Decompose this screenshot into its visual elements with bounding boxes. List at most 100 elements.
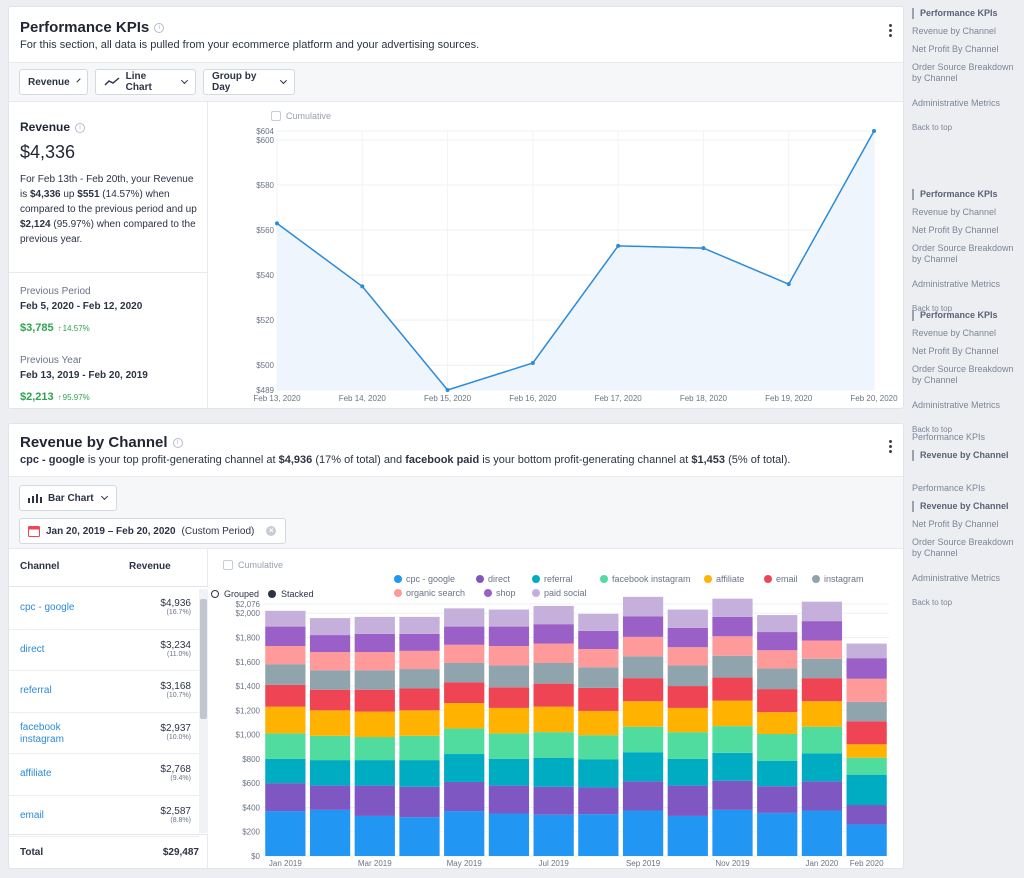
bar-segment[interactable]: [265, 783, 306, 812]
bar-segment[interactable]: [444, 608, 485, 627]
bar-segment[interactable]: [712, 677, 753, 701]
bar-segment[interactable]: [265, 811, 306, 856]
bar-segment[interactable]: [801, 678, 843, 702]
bar-segment[interactable]: [578, 710, 619, 736]
bar-segment[interactable]: [622, 781, 664, 811]
legend-item[interactable]: paid social: [532, 588, 587, 598]
side-nav-item[interactable]: Performance KPIs: [912, 432, 986, 442]
bar-segment[interactable]: [533, 624, 574, 644]
cumulative-checkbox[interactable]: [271, 111, 281, 121]
bar-segment[interactable]: [801, 753, 843, 782]
cumulative-toggle[interactable]: Cumulative: [223, 560, 283, 570]
bar-segment[interactable]: [444, 644, 485, 663]
bar-segment[interactable]: [488, 758, 530, 786]
bar-segment[interactable]: [846, 678, 887, 702]
bar-segment[interactable]: [667, 609, 708, 628]
bar-segment[interactable]: [399, 650, 440, 670]
bar-segment[interactable]: [667, 732, 708, 759]
table-row[interactable]: facebook instagram $2,937 (10.0%): [9, 713, 199, 754]
bar-segment[interactable]: [757, 786, 798, 813]
metric-dropdown[interactable]: Revenue: [19, 69, 88, 95]
bar-segment[interactable]: [309, 760, 351, 786]
bar-segment[interactable]: [667, 627, 708, 648]
table-row[interactable]: cpc - google $4,936 (16.7%): [9, 588, 199, 630]
side-nav-item[interactable]: Administrative Metrics: [912, 98, 1001, 108]
side-nav-item[interactable]: Performance KPIs: [912, 483, 986, 493]
side-nav-item[interactable]: Order Source Breakdown by Channel: [912, 62, 1014, 83]
bar-segment[interactable]: [846, 824, 887, 856]
side-nav-item[interactable]: Net Profit By Channel: [912, 44, 999, 54]
bar-segment[interactable]: [399, 735, 440, 761]
bar-segment[interactable]: [265, 664, 306, 685]
side-nav-item[interactable]: Order Source Breakdown by Channel: [912, 243, 1014, 264]
legend-item[interactable]: direct: [476, 574, 510, 584]
bar-segment[interactable]: [399, 616, 440, 634]
bar-segment[interactable]: [309, 809, 351, 856]
bar-segment[interactable]: [488, 733, 530, 759]
date-range-picker[interactable]: Jan 20, 2019 – Feb 20, 2020 (Custom Peri…: [19, 518, 286, 544]
scrollbar-thumb[interactable]: [200, 599, 207, 719]
bar-segment[interactable]: [578, 687, 619, 711]
clear-icon[interactable]: ×: [266, 526, 277, 536]
bar-segment[interactable]: [354, 785, 395, 816]
data-point[interactable]: [360, 284, 365, 289]
bar-segment[interactable]: [488, 646, 530, 666]
bar-segment[interactable]: [667, 686, 708, 708]
table-row[interactable]: email $2,587 (8.8%): [9, 796, 199, 837]
bar-segment[interactable]: [533, 786, 574, 815]
bar-segment[interactable]: [488, 687, 530, 708]
bar-segment[interactable]: [488, 707, 530, 734]
bar-segment[interactable]: [354, 616, 395, 634]
legend-item[interactable]: organic search: [394, 588, 465, 598]
bar-segment[interactable]: [488, 813, 530, 856]
bar-segment[interactable]: [622, 636, 664, 657]
bar-segment[interactable]: [801, 781, 843, 811]
side-nav-item[interactable]: Administrative Metrics: [912, 400, 1001, 410]
bar-segment[interactable]: [265, 706, 306, 734]
bar-segment[interactable]: [757, 689, 798, 713]
bar-segment[interactable]: [846, 643, 887, 659]
bar-segment[interactable]: [444, 682, 485, 704]
bar-segment[interactable]: [622, 616, 664, 637]
bar-segment[interactable]: [712, 598, 753, 617]
side-nav-item[interactable]: Revenue by Channel: [912, 450, 1020, 461]
bar-segment[interactable]: [846, 721, 887, 745]
side-nav-item[interactable]: Revenue by Channel: [912, 501, 1020, 512]
bar-segment[interactable]: [309, 635, 351, 653]
bar-segment[interactable]: [757, 734, 798, 761]
bar-segment[interactable]: [309, 735, 351, 761]
bar-segment[interactable]: [265, 610, 306, 627]
bar-segment[interactable]: [801, 701, 843, 727]
bar-segment[interactable]: [444, 626, 485, 645]
bar-segment[interactable]: [444, 728, 485, 755]
bar-segment[interactable]: [354, 633, 395, 653]
bar-segment[interactable]: [354, 760, 395, 786]
legend-item[interactable]: referral: [532, 574, 573, 584]
bar-segment[interactable]: [712, 780, 753, 810]
bar-segment[interactable]: [354, 737, 395, 761]
side-nav-item[interactable]: Net Profit By Channel: [912, 346, 999, 356]
bar-segment[interactable]: [667, 665, 708, 687]
bar-segment[interactable]: [265, 733, 306, 759]
bar-segment[interactable]: [712, 726, 753, 753]
bar-segment[interactable]: [846, 744, 887, 758]
side-nav-item[interactable]: Revenue by Channel: [912, 26, 997, 36]
bar-segment[interactable]: [578, 759, 619, 788]
data-point[interactable]: [275, 221, 279, 226]
bar-segment[interactable]: [757, 615, 798, 633]
side-nav-item[interactable]: Performance KPIs: [912, 310, 1020, 321]
bar-segment[interactable]: [578, 814, 619, 856]
bar-segment[interactable]: [354, 689, 395, 712]
table-row[interactable]: referral $3,168 (10.7%): [9, 671, 199, 713]
bar-segment[interactable]: [309, 618, 351, 636]
legend-item[interactable]: cpc - google: [394, 574, 455, 584]
bar-segment[interactable]: [533, 814, 574, 856]
bar-segment[interactable]: [533, 662, 574, 684]
bar-segment[interactable]: [533, 605, 574, 625]
bar-segment[interactable]: [309, 785, 351, 810]
bar-segment[interactable]: [354, 815, 395, 856]
bar-segment[interactable]: [712, 636, 753, 656]
bar-segment[interactable]: [712, 752, 753, 781]
side-nav-item[interactable]: Performance KPIs: [912, 189, 1020, 200]
data-point[interactable]: [445, 388, 450, 392]
